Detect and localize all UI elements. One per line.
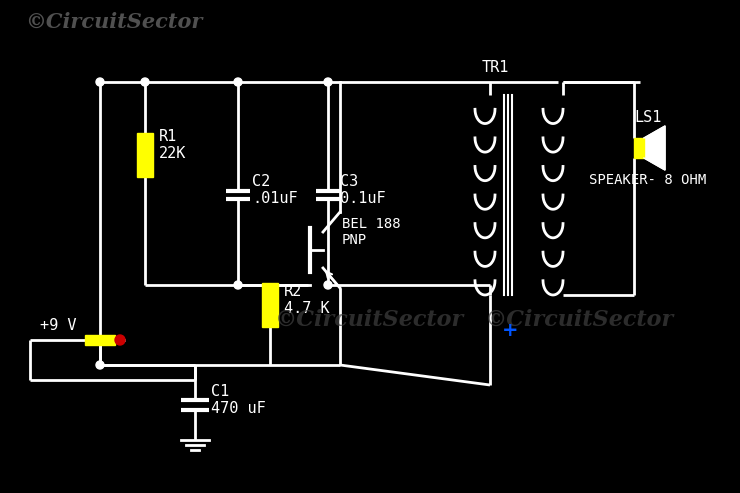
Text: LS1: LS1: [634, 110, 662, 126]
Text: ©CircuitSector: ©CircuitSector: [485, 309, 675, 331]
Text: ©CircuitSector: ©CircuitSector: [25, 12, 202, 32]
Polygon shape: [644, 126, 665, 170]
Circle shape: [96, 78, 104, 86]
Text: C1
470 uF: C1 470 uF: [211, 384, 266, 416]
Text: +: +: [502, 320, 518, 340]
Bar: [262, 283, 278, 327]
Bar: [634, 138, 644, 158]
Circle shape: [141, 78, 149, 86]
Text: R1
22K: R1 22K: [159, 129, 186, 161]
Circle shape: [115, 335, 125, 345]
Text: TR1: TR1: [481, 61, 508, 75]
Bar: [85, 335, 115, 345]
Text: BEL 188
PNP: BEL 188 PNP: [342, 217, 400, 247]
Text: +9 V: +9 V: [40, 318, 76, 333]
Text: ©CircuitSector: ©CircuitSector: [275, 309, 465, 331]
Text: R2
4.7 K: R2 4.7 K: [284, 284, 329, 316]
Circle shape: [234, 281, 242, 289]
Circle shape: [234, 78, 242, 86]
Circle shape: [96, 361, 104, 369]
Text: C3
0.1uF: C3 0.1uF: [340, 174, 386, 206]
Circle shape: [324, 281, 332, 289]
Bar: [137, 133, 153, 177]
Text: SPEAKER- 8 OHM: SPEAKER- 8 OHM: [589, 173, 707, 187]
Circle shape: [324, 78, 332, 86]
Text: C2
.01uF: C2 .01uF: [252, 174, 297, 206]
